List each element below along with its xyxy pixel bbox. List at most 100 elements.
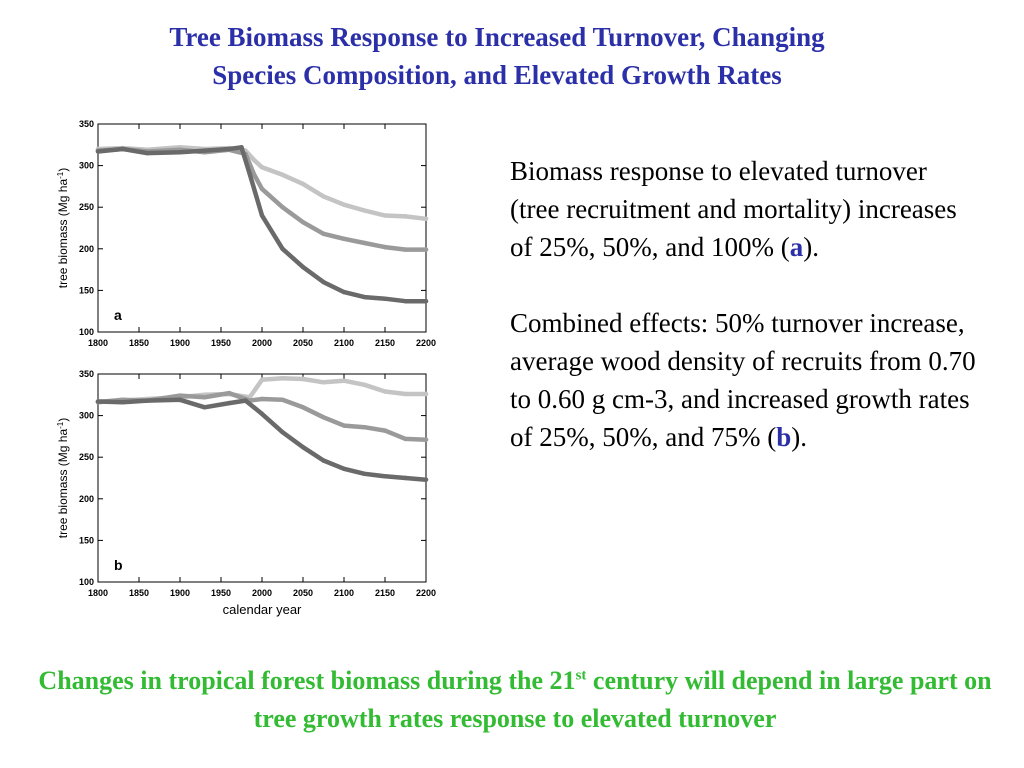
- series-3-point: [341, 289, 347, 295]
- x-tick-label: 1900: [170, 588, 190, 598]
- y-axis-label: tree biomass (Mg ha-1): [56, 418, 71, 539]
- series-2-point: [227, 390, 232, 396]
- y-tick-label: 350: [79, 369, 94, 379]
- series-1-point: [300, 181, 306, 187]
- panel-label: a: [114, 307, 122, 323]
- x-tick-label: 2000: [252, 588, 272, 598]
- series-3-point: [403, 475, 408, 481]
- series-3-point: [95, 149, 101, 154]
- y-tick-label: 250: [79, 452, 94, 462]
- series-2-point: [300, 219, 306, 225]
- y-tick-label: 150: [79, 535, 94, 545]
- x-tick-label: 1800: [88, 338, 108, 348]
- series-1-point: [362, 382, 367, 388]
- x-tick-label: 1800: [88, 588, 108, 598]
- x-tick-label: 2200: [416, 338, 436, 348]
- series-3-point: [362, 294, 367, 300]
- series-3-point: [321, 458, 326, 463]
- y-tick-label: 350: [79, 119, 94, 129]
- series-3-point: [120, 400, 125, 405]
- series-2-point: [202, 395, 207, 400]
- y-tick-label: 100: [79, 327, 94, 337]
- series-3-point: [321, 279, 326, 285]
- series-3-point: [95, 399, 101, 404]
- series-1-point: [280, 172, 285, 177]
- x-axis-label: calendar year: [223, 602, 302, 617]
- para1-end: ).: [803, 232, 819, 262]
- series-2-point: [300, 405, 306, 410]
- series-2-point: [423, 247, 429, 252]
- series-1-point: [341, 202, 347, 207]
- series-1-point: [382, 389, 388, 394]
- series-3-point: [145, 150, 150, 156]
- panel-label: b: [114, 557, 123, 573]
- series-1-point: [259, 165, 265, 170]
- series-line-2: [95, 146, 429, 252]
- chart-panel-a: 1800 1850 1900 1950 2000 2050 2100 2150 2200 100 1…: [56, 119, 437, 348]
- title-line-2: Species Composition, and Elevated Growth…: [212, 60, 782, 90]
- para1-panel-ref: a: [789, 232, 804, 262]
- series-3-point: [362, 471, 367, 477]
- series-1-point: [382, 213, 388, 218]
- series-3-point: [300, 264, 306, 270]
- series-2-point: [259, 186, 265, 192]
- x-tick-label: 2150: [375, 338, 395, 348]
- series-1-point: [341, 378, 347, 383]
- para2-text: Combined effects: 50% turnover increase,…: [510, 308, 976, 452]
- y-axis-label: tree biomass (Mg ha-1): [56, 168, 71, 289]
- series-2-point: [362, 425, 367, 430]
- series-3-point: [280, 430, 285, 435]
- series-3-point: [145, 398, 150, 403]
- series-2-point: [341, 236, 347, 242]
- y-tick-label: 300: [79, 161, 94, 171]
- series-3-point: [341, 466, 347, 472]
- series-2-point: [382, 428, 388, 433]
- series-3-point: [259, 411, 265, 417]
- series-2-point: [423, 437, 429, 442]
- series-1-point: [403, 214, 408, 219]
- series-line-3: [95, 397, 429, 482]
- series-1-point: [251, 157, 256, 162]
- chart-panel-b: 1800 1850 1900 1950 2000 2050 2100 2150 2200 100 1…: [56, 369, 437, 617]
- series-3-point: [403, 299, 408, 304]
- conclusion-part-2: century will depend in large part on tre…: [253, 666, 992, 733]
- series-1-point: [280, 375, 285, 381]
- description-paragraph-2: Combined effects: 50% turnover increase,…: [510, 304, 980, 456]
- conclusion-text: Changes in tropical forest biomass durin…: [20, 662, 1010, 738]
- series-2-point: [403, 247, 408, 252]
- series-2-point: [321, 231, 326, 237]
- series-2-point: [280, 205, 285, 210]
- description-text: Biomass response to elevated turnover (t…: [510, 152, 980, 494]
- series-1-point: [321, 380, 326, 385]
- x-tick-label: 2200: [416, 588, 436, 598]
- series-3-point: [177, 150, 183, 155]
- series-3-point: [239, 145, 244, 150]
- series-2-point: [280, 397, 285, 402]
- series-3-point: [202, 405, 207, 410]
- series-3-point: [300, 445, 306, 450]
- x-tick-label: 1900: [170, 338, 190, 348]
- para2-end: ).: [791, 422, 807, 452]
- x-tick-label: 2050: [293, 588, 313, 598]
- series-2-point: [321, 415, 326, 420]
- series-2-point: [177, 393, 183, 398]
- x-tick-label: 1950: [211, 338, 231, 348]
- series-3-point: [382, 296, 388, 301]
- description-paragraph-1: Biomass response to elevated turnover (t…: [510, 152, 980, 266]
- series-2-point: [362, 240, 367, 246]
- x-tick-label: 2100: [334, 588, 354, 598]
- series-1-point: [403, 391, 408, 397]
- x-tick-label: 2150: [375, 588, 395, 598]
- y-tick-label: 200: [79, 244, 94, 254]
- series-3-point: [243, 398, 248, 403]
- series-1-point: [321, 194, 326, 199]
- series-3-point: [120, 146, 125, 152]
- series-3-point: [227, 400, 232, 406]
- series-2-point: [403, 436, 408, 442]
- series-3-point: [423, 299, 429, 304]
- y-tick-label: 300: [79, 411, 94, 421]
- x-tick-label: 2100: [334, 338, 354, 348]
- series-1-point: [362, 208, 367, 213]
- series-3-point: [227, 146, 232, 152]
- conclusion-part-1: Changes in tropical forest biomass durin…: [38, 666, 576, 695]
